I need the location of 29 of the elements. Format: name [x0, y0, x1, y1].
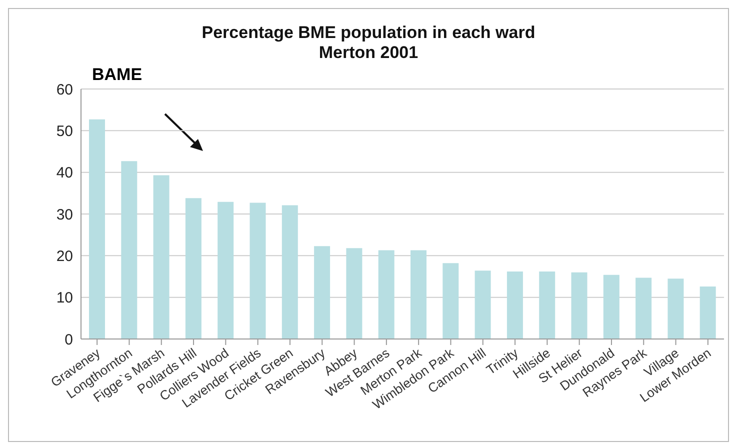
bar: [89, 119, 105, 339]
bar: [185, 198, 202, 339]
y-tick-label: 60: [56, 81, 73, 98]
bar: [153, 175, 170, 339]
bar: [410, 250, 426, 339]
bar: [571, 272, 588, 339]
text: BAME: [92, 65, 142, 85]
y-tick-label: 50: [56, 122, 73, 140]
bar: [700, 286, 716, 339]
y-tick-label: 10: [56, 290, 73, 307]
bar: [282, 205, 298, 339]
y-tick-label: 40: [56, 164, 73, 182]
bar: [539, 272, 556, 339]
bar: [250, 202, 266, 339]
bar: [314, 246, 330, 339]
y-tick-label: 0: [64, 331, 73, 348]
bar: [474, 270, 491, 339]
bar: [218, 202, 234, 339]
bar: [442, 263, 459, 339]
bar: [603, 274, 620, 339]
bar: [378, 250, 394, 339]
bar: [506, 272, 523, 339]
bar: [636, 278, 652, 339]
y-tick-label: 20: [56, 248, 73, 265]
y-tick-label: 30: [56, 206, 73, 224]
bar: [121, 161, 138, 339]
bar: [668, 278, 684, 339]
chart-title: Percentage BME population in each ward Merton 2001: [200, 23, 536, 63]
bar: [346, 248, 362, 339]
